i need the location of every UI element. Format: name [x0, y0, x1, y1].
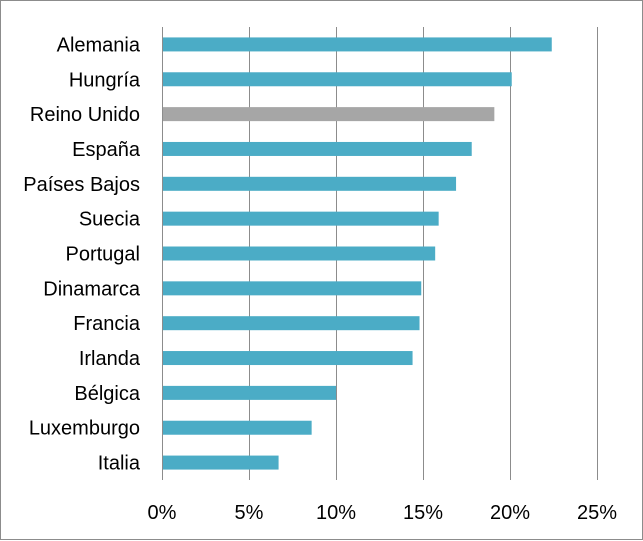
category-label-6: Portugal — [66, 244, 141, 266]
x-tick-label-3: 15% — [403, 502, 443, 524]
bar-5 — [163, 211, 439, 226]
category-label-9: Irlanda — [79, 348, 141, 370]
category-label-12: Italia — [98, 453, 141, 475]
bar-4 — [163, 176, 457, 191]
x-tick-label-5: 25% — [577, 502, 617, 524]
bar-10 — [163, 385, 336, 400]
bar-6 — [163, 246, 436, 261]
category-label-11: Luxemburgo — [29, 418, 140, 440]
category-label-5: Suecia — [79, 209, 141, 231]
category-label-0: Alemania — [57, 34, 141, 56]
category-label-10: Bélgica — [74, 383, 140, 405]
bar-12 — [163, 455, 279, 470]
bar-9 — [163, 351, 413, 366]
category-labels: Alemania Hungría Reino Unido España Países B… — [23, 34, 141, 474]
bar-0 — [163, 37, 552, 52]
category-label-3: España — [72, 139, 141, 161]
bars — [163, 37, 552, 470]
bar-2 — [163, 107, 495, 122]
bar-8 — [163, 316, 420, 331]
category-label-8: Francia — [73, 313, 141, 335]
x-tick-label-4: 20% — [490, 502, 530, 524]
x-tick-label-2: 10% — [316, 502, 356, 524]
bar-3 — [163, 141, 472, 156]
x-tick-label-0: 0% — [148, 502, 177, 524]
bar-7 — [163, 281, 422, 296]
x-tick-labels: 0% 5% 10% 15% 20% 25% — [148, 502, 618, 524]
category-label-2: Reino Unido — [30, 104, 140, 126]
category-label-4: Países Bajos — [23, 174, 140, 196]
x-tick-label-1: 5% — [235, 502, 264, 524]
bar-1 — [163, 72, 512, 87]
bar-11 — [163, 420, 312, 435]
category-label-1: Hungría — [69, 69, 141, 91]
category-label-7: Dinamarca — [43, 278, 141, 300]
